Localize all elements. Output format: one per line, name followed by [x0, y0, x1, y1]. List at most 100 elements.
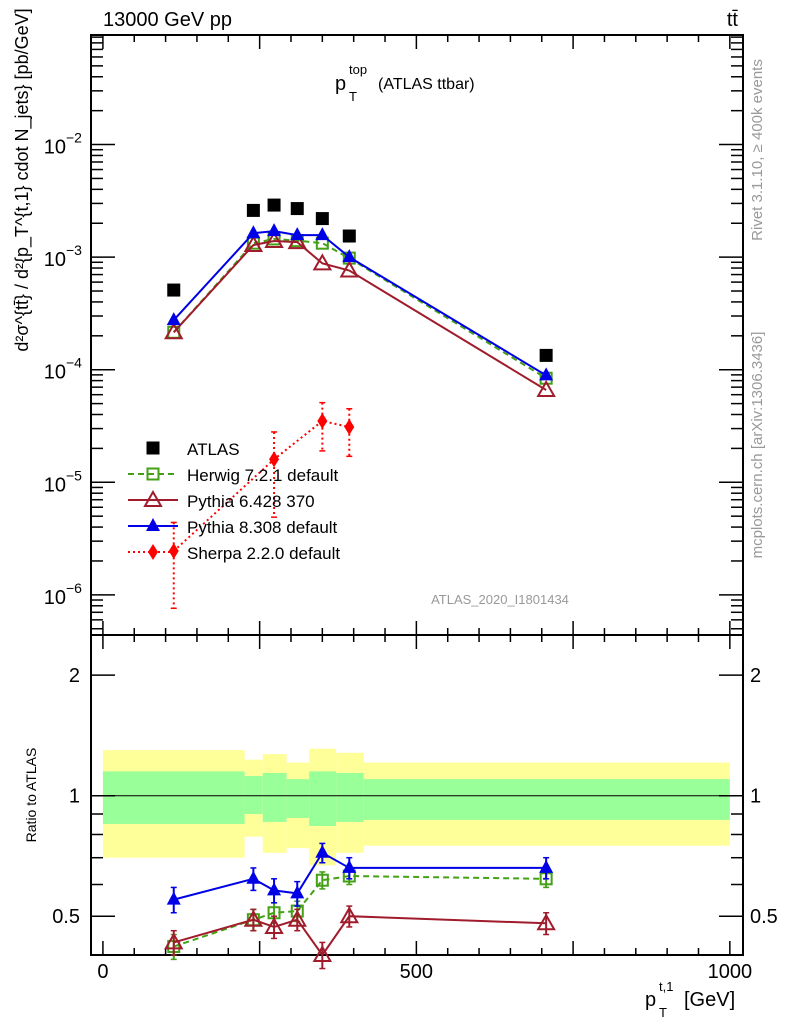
- legend-label: ATLAS: [187, 440, 240, 459]
- series-line: [173, 851, 547, 901]
- data-point: [267, 223, 282, 237]
- data-point: [315, 873, 329, 887]
- main-y-label: d²σ^{tt̄} / d²{p_T^{t,1} cdot N_jets} [p…: [12, 8, 33, 351]
- data-point: [342, 229, 356, 243]
- title-sub: T: [349, 89, 357, 104]
- data-point: [342, 859, 357, 873]
- title-sup: top: [349, 62, 367, 77]
- mcplots-label: mcplots.cern.ch [arXiv:1306.3436]: [749, 332, 766, 559]
- main-series-herwig-7-2-1-default: [167, 232, 553, 385]
- x-axis-label: p T t,1 [GeV]: [645, 979, 735, 1020]
- data-point: [290, 202, 304, 216]
- inner-band-bin: [286, 779, 310, 818]
- x-tick-label: 0: [97, 961, 108, 983]
- series-line: [173, 875, 547, 948]
- legend-marker: [148, 544, 158, 560]
- legend: ATLAS Herwig 7.2.1 default Pythia 6.428 37…: [128, 440, 340, 563]
- xlabel-p: p: [645, 989, 656, 1011]
- inner-band-bin: [363, 779, 730, 820]
- data-point: [246, 203, 260, 217]
- data-point: [317, 413, 328, 430]
- y-tick-label: 10: [44, 587, 66, 609]
- data-point: [267, 198, 281, 212]
- title-rest: (ATLAS ttbar): [378, 76, 475, 93]
- data-point: [290, 885, 305, 899]
- y-tick-label: 10: [44, 362, 66, 384]
- data-point: [264, 231, 284, 249]
- legend-label: Pythia 6.428 370: [187, 492, 315, 511]
- inner-band-bin: [309, 771, 337, 827]
- data-point: [164, 932, 184, 950]
- y-tick-label: 10: [44, 249, 66, 271]
- main-series-pythia-8-308-default: [166, 223, 554, 381]
- data-point: [536, 380, 556, 398]
- data-point: [312, 944, 333, 962]
- legend-item: Pythia 6.428 370: [128, 489, 315, 511]
- ratio-y-label: Ratio to ATLAS: [23, 748, 39, 843]
- series-line: [173, 915, 547, 957]
- data-point: [344, 418, 355, 435]
- series-line: [173, 240, 547, 391]
- x-tick-label: 500: [400, 961, 433, 983]
- energy-label: 13000 GeV pp: [103, 9, 232, 31]
- main-title: p T top (ATLAS ttbar): [335, 62, 475, 104]
- main-series-sherpa-2-2-0-default: [168, 401, 355, 610]
- ratio-series-herwig-7-2-1-default: [167, 867, 553, 961]
- data-point: [267, 882, 282, 896]
- main-series-pythia-6-428-370: [164, 231, 556, 398]
- data-point: [339, 906, 360, 924]
- legend-marker: [146, 467, 160, 481]
- ratio-y-tick-label-right: 2: [750, 665, 761, 687]
- data-point: [166, 891, 181, 905]
- y-tick-label: 10: [44, 137, 66, 159]
- ratio-y-tick-label-right: 0.5: [750, 906, 778, 928]
- ratio-y-tick-label: 1: [69, 786, 80, 808]
- title-p: p: [335, 73, 346, 95]
- series-line: [173, 419, 350, 552]
- legend-marker: [146, 441, 160, 455]
- legend-marker: [146, 518, 160, 531]
- process-label: tt̄: [727, 9, 739, 31]
- data-point: [315, 227, 330, 241]
- ratio-y-tick-label-right: 1: [750, 786, 761, 808]
- data-point: [287, 232, 307, 250]
- legend-label: Herwig 7.2.1 default: [187, 466, 338, 485]
- data-point: [269, 451, 280, 468]
- y-tick-exponent: −5: [66, 467, 82, 483]
- data-point: [243, 909, 264, 927]
- series-line: [173, 237, 547, 380]
- data-point: [287, 909, 307, 927]
- data-point: [290, 227, 305, 241]
- data-point: [339, 260, 360, 278]
- data-point: [315, 844, 330, 858]
- y-tick-exponent: −4: [66, 355, 82, 371]
- legend-item: Sherpa 2.2.0 default: [128, 544, 340, 563]
- inner-band-bin: [102, 771, 245, 824]
- legend-label: Sherpa 2.2.0 default: [187, 544, 340, 563]
- legend-item: ATLAS: [146, 440, 240, 459]
- rivet-label: Rivet 3.1.10, ≥ 400k events: [749, 59, 766, 241]
- main-series-atlas: [167, 198, 553, 362]
- xlabel-rest: [GeV]: [684, 989, 735, 1011]
- data-point: [312, 253, 333, 271]
- data-point: [246, 870, 261, 884]
- legend-label: Pythia 8.308 default: [187, 518, 338, 537]
- inner-band-bin: [336, 772, 364, 822]
- ratio-y-tick-label: 0.5: [52, 906, 80, 928]
- data-point: [246, 225, 261, 239]
- data-point: [536, 913, 556, 931]
- ratio-y-tick-label: 2: [69, 665, 80, 687]
- data-point: [539, 348, 553, 362]
- data-point: [342, 249, 357, 263]
- data-point: [166, 312, 181, 326]
- xlabel-sup: t,1: [659, 979, 673, 994]
- legend-marker: [143, 489, 163, 507]
- legend-item: Pythia 8.308 default: [128, 518, 338, 537]
- series-line: [173, 230, 547, 377]
- data-point: [167, 283, 181, 297]
- y-tick-exponent: −6: [66, 580, 82, 596]
- inner-band-bin: [262, 772, 287, 822]
- y-tick-exponent: −2: [66, 130, 82, 146]
- ratio-series-pythia-8-308-default: [166, 842, 554, 914]
